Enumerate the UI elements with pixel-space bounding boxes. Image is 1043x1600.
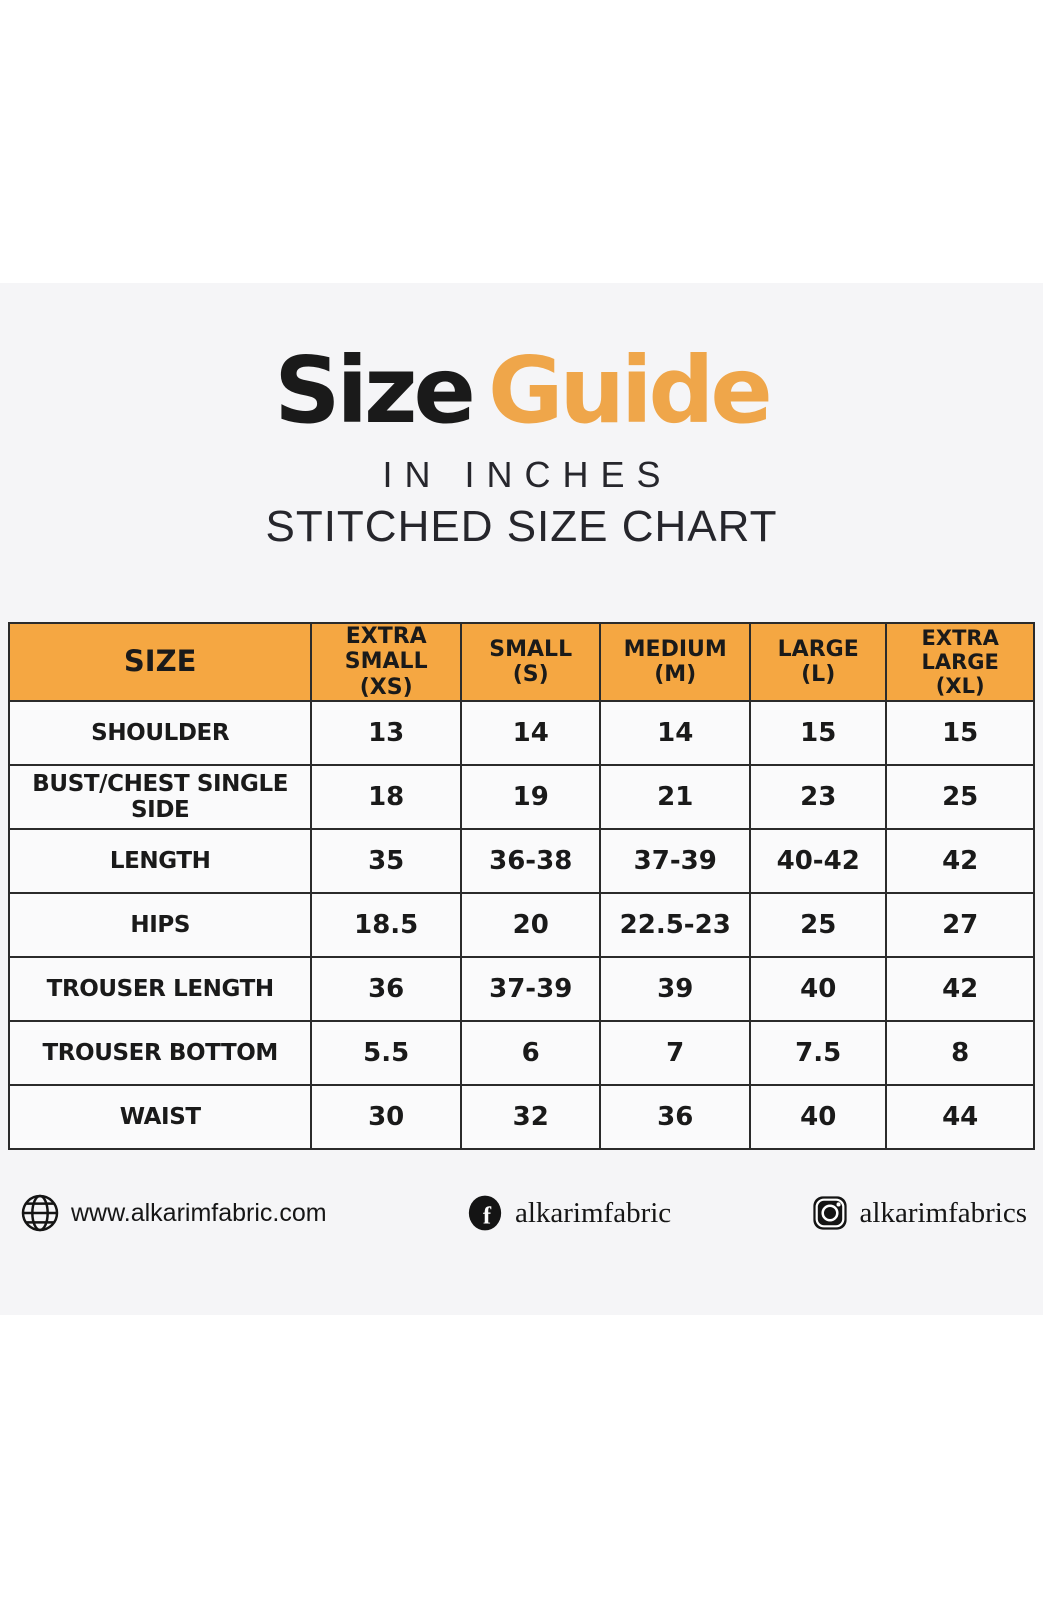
table-row-hips: HIPS 18.5 20 22.5-23 25 27 <box>7 891 1035 958</box>
value-cell: 35 <box>310 827 463 894</box>
row-label: TROUSER LENGTH <box>7 955 313 1022</box>
size-guide-sheet: Size Guide IN INCHES STITCHED SIZE CHART … <box>0 283 1043 1315</box>
row-label: TROUSER BOTTOM <box>7 1019 313 1086</box>
value-cell: 40 <box>749 1083 888 1150</box>
instagram-icon <box>811 1194 849 1232</box>
value-cell: 7 <box>599 1019 752 1086</box>
value-cell: 20 <box>460 891 602 958</box>
value-cell: 8 <box>885 1019 1035 1086</box>
value-cell: 42 <box>885 955 1035 1022</box>
value-cell: 36 <box>599 1083 752 1150</box>
value-cell: 15 <box>885 699 1035 766</box>
row-label: SHOULDER <box>7 699 313 766</box>
svg-text:f: f <box>483 1202 492 1229</box>
table-row-length: LENGTH 35 36-38 37-39 40-42 42 <box>7 827 1035 894</box>
website-item: www.alkarimfabric.com <box>20 1193 327 1233</box>
value-cell: 18.5 <box>310 891 463 958</box>
value-cell: 27 <box>885 891 1035 958</box>
column-header-m: MEDIUM (M) <box>599 622 752 702</box>
value-cell: 14 <box>460 699 602 766</box>
header-line: EXTRA LARGE <box>921 625 999 674</box>
value-cell: 22.5-23 <box>599 891 752 958</box>
column-header-xs: EXTRA SMALL (XS) <box>310 622 463 702</box>
title-word-guide: Guide <box>487 337 773 444</box>
header-line: (M) <box>654 661 697 687</box>
subtitle-in-inches: IN INCHES <box>382 454 673 495</box>
instagram-handle: alkarimfabrics <box>859 1196 1027 1229</box>
value-cell: 36 <box>310 955 463 1022</box>
row-label: WAIST <box>7 1083 313 1150</box>
header-line: EXTRA <box>345 624 427 649</box>
table-row-bust-chest: BUST/CHEST SINGLE SIDE 18 19 21 23 25 <box>7 763 1035 830</box>
facebook-handle: alkarimfabric <box>514 1196 672 1229</box>
value-cell: 40-42 <box>749 827 888 894</box>
column-header-l: LARGE (L) <box>749 622 888 702</box>
value-cell: 19 <box>460 763 602 830</box>
table-row-waist: WAIST 30 32 36 40 44 <box>7 1083 1035 1150</box>
value-cell: 7.5 <box>749 1019 888 1086</box>
facebook-item: f alkarimfabric <box>466 1194 671 1232</box>
value-cell: 25 <box>749 891 888 958</box>
size-chart-table: SIZE EXTRA SMALL (XS) SMALL (S) MEDIUM (M) … <box>7 622 1035 1150</box>
row-label: BUST/CHEST SINGLE SIDE <box>7 763 313 830</box>
value-cell: 15 <box>749 699 888 766</box>
header-line: SMALL (XS) <box>344 649 428 700</box>
row-label: HIPS <box>7 891 313 958</box>
instagram-item: alkarimfabrics <box>811 1194 1027 1232</box>
globe-icon <box>20 1193 60 1233</box>
page-title: Size Guide <box>0 345 1043 437</box>
table-row-trouser-length: TROUSER LENGTH 36 37-39 39 40 42 <box>7 955 1035 1022</box>
header-line: MEDIUM <box>623 636 727 662</box>
header-line: SIZE <box>123 644 197 679</box>
title-block: Size Guide IN INCHES STITCHED SIZE CHART <box>0 345 1043 549</box>
column-header-s: SMALL (S) <box>460 622 602 702</box>
header-line: (S) <box>512 661 549 687</box>
subtitle-stitched-size-chart: STITCHED SIZE CHART <box>265 502 778 551</box>
table-row-shoulder: SHOULDER 13 14 14 15 15 <box>7 699 1035 766</box>
value-cell: 36-38 <box>460 827 602 894</box>
header-line: (L) <box>801 661 836 687</box>
value-cell: 42 <box>885 827 1035 894</box>
value-cell: 14 <box>599 699 752 766</box>
column-header-xl: EXTRA LARGE (XL) <box>885 622 1035 702</box>
value-cell: 39 <box>599 955 752 1022</box>
header-line: SMALL <box>489 636 573 662</box>
value-cell: 30 <box>310 1083 463 1150</box>
value-cell: 18 <box>310 763 463 830</box>
value-cell: 13 <box>310 699 463 766</box>
title-word-size: Size <box>274 337 476 444</box>
value-cell: 25 <box>885 763 1035 830</box>
value-cell: 37-39 <box>460 955 602 1022</box>
header-line: LARGE <box>777 636 859 662</box>
value-cell: 32 <box>460 1083 602 1150</box>
value-cell: 21 <box>599 763 752 830</box>
contact-footer: www.alkarimfabric.com f alkarimfabric a <box>20 1189 1027 1237</box>
facebook-icon: f <box>466 1194 504 1232</box>
value-cell: 5.5 <box>310 1019 463 1086</box>
value-cell: 6 <box>460 1019 602 1086</box>
value-cell: 37-39 <box>599 827 752 894</box>
value-cell: 44 <box>885 1083 1035 1150</box>
value-cell: 23 <box>749 763 888 830</box>
value-cell: 40 <box>749 955 888 1022</box>
column-header-size: SIZE <box>7 622 313 702</box>
table-header: SIZE EXTRA SMALL (XS) SMALL (S) MEDIUM (M) … <box>7 622 1035 702</box>
table-row-trouser-bottom: TROUSER BOTTOM 5.5 6 7 7.5 8 <box>7 1019 1035 1086</box>
website-url: www.alkarimfabric.com <box>71 1198 327 1227</box>
header-line: (XL) <box>935 674 985 699</box>
header-row: SIZE EXTRA SMALL (XS) SMALL (S) MEDIUM (M) … <box>7 622 1035 702</box>
row-label: LENGTH <box>7 827 313 894</box>
